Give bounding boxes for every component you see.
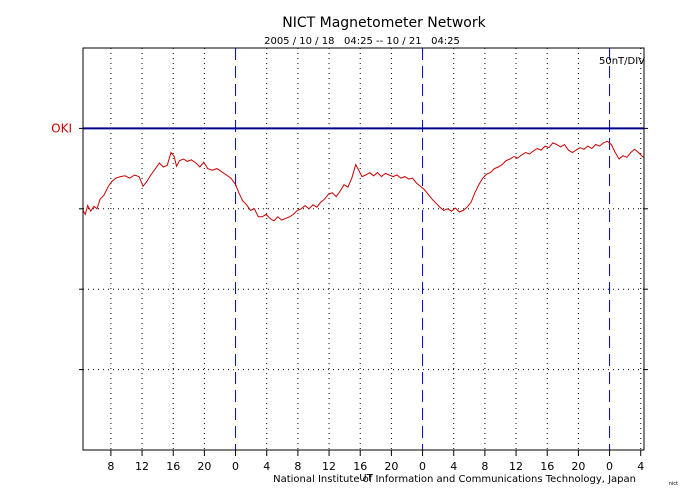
x-tick-label-10: 0	[419, 460, 426, 473]
footer-ut-label: UT	[359, 473, 373, 484]
grid	[83, 48, 644, 450]
station-label: OKI	[51, 121, 72, 135]
day-boundaries	[235, 48, 611, 450]
x-tick-label-5: 4	[263, 460, 270, 473]
x-tick-label-14: 16	[540, 460, 554, 473]
x-tick-label-1: 12	[135, 460, 149, 473]
x-tick-label-16: 0	[606, 460, 613, 473]
x-tick-label-2: 16	[166, 460, 180, 473]
scale-label: 50nT/DIV	[599, 56, 645, 67]
x-axis: 8 12 16 20 0 4 8 12 16 20 0 4 8 12 16 20 0 4	[107, 450, 644, 473]
x-tick-label-11: 4	[450, 460, 457, 473]
x-tick-label-3: 20	[197, 460, 211, 473]
series-line-oki	[82, 140, 645, 222]
x-tick-label-0: 8	[107, 460, 114, 473]
plot-frame	[82, 47, 645, 451]
y-axis-ticks	[79, 127, 648, 371]
x-tick-label-15: 20	[571, 460, 585, 473]
chart-title: NICT Magnetometer Network	[282, 15, 486, 31]
x-tick-label-17: 4	[637, 460, 644, 473]
x-tick-label-13: 12	[509, 460, 523, 473]
chart-subtitle: 2005 / 10 / 18 04:25 -- 10 / 21 04:25	[264, 36, 460, 47]
footer-tiny-mark: nict	[669, 481, 678, 487]
x-tick-label-12: 8	[481, 460, 488, 473]
x-tick-label-8: 16	[353, 460, 367, 473]
x-tick-label-6: 8	[294, 460, 301, 473]
x-tick-label-7: 12	[322, 460, 336, 473]
x-tick-label-4: 0	[232, 460, 239, 473]
x-tick-label-9: 20	[384, 460, 398, 473]
footer-credit: National Institute of Information and Co…	[273, 474, 636, 485]
